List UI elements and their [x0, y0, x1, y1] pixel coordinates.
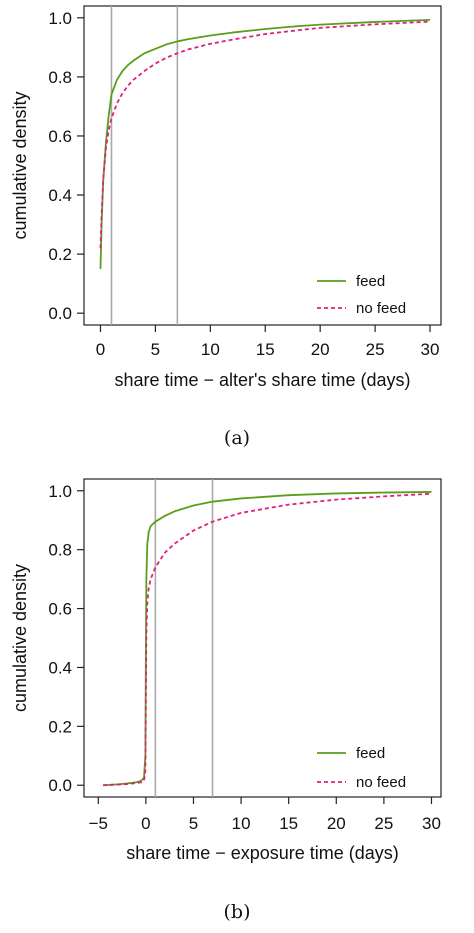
x-tick-label: −5: [89, 814, 108, 833]
y-tick-label: 0.6: [48, 600, 72, 619]
x-tick-label: 10: [232, 814, 251, 833]
y-tick-label: 0.4: [48, 186, 72, 205]
x-tick-label: 5: [189, 814, 198, 833]
panel-caption: (b): [224, 901, 251, 923]
x-tick-label: 30: [421, 340, 440, 359]
legend-label: feed: [356, 273, 385, 290]
x-tick-label: 15: [279, 814, 298, 833]
plot-frame: [83, 5, 442, 326]
legend-label: feed: [356, 745, 385, 762]
y-tick-label: 0.0: [48, 304, 72, 323]
x-tick-label: 20: [311, 340, 330, 359]
series-line-feed: [99, 18, 431, 269]
series-line-no-feed: [99, 20, 431, 249]
panel-b: −5 0 5 10 15 20 25 30 0.0 0.2 0.4 0.6 0.8 1.0 share ti…: [10, 478, 442, 923]
y-tick-label: 1.0: [48, 482, 72, 501]
x-tick-label: 20: [327, 814, 346, 833]
x-tick-label: 25: [366, 340, 385, 359]
y-tick-label: 1.0: [48, 9, 72, 28]
y-tick-label: 0.6: [48, 127, 72, 146]
y-tick-label: 0.0: [48, 776, 72, 795]
series-line-feed: [102, 491, 432, 787]
panel-caption: (a): [224, 427, 250, 449]
x-tick-label: 0: [96, 340, 105, 359]
series-line-no-feed: [103, 492, 432, 787]
x-axis-label: share time − alter's share time (days): [114, 370, 410, 390]
legend-label: no feed: [356, 300, 406, 317]
y-tick-label: 0.8: [48, 541, 72, 560]
y-axis-label: cumulative density: [10, 91, 30, 239]
x-tick-label: 5: [151, 340, 160, 359]
x-tick-label: 25: [374, 814, 393, 833]
y-tick-label: 0.8: [48, 68, 72, 87]
x-tick-label: 10: [201, 340, 220, 359]
x-tick-label: 30: [422, 814, 441, 833]
x-tick-label: 15: [256, 340, 275, 359]
legend-label: no feed: [356, 774, 406, 791]
y-axis-label: cumulative density: [10, 564, 30, 712]
x-axis-label: share time − exposure time (days): [126, 843, 399, 863]
y-tick-label: 0.2: [48, 717, 72, 736]
x-tick-label: 0: [141, 814, 150, 833]
plot-frame: [83, 478, 442, 798]
y-tick-label: 0.2: [48, 245, 72, 264]
y-tick-label: 0.4: [48, 658, 72, 677]
panel-a: 0 5 10 15 20 25 30 0.0 0.2 0.4 0.6 0.8 1.0 share time…: [10, 5, 442, 449]
